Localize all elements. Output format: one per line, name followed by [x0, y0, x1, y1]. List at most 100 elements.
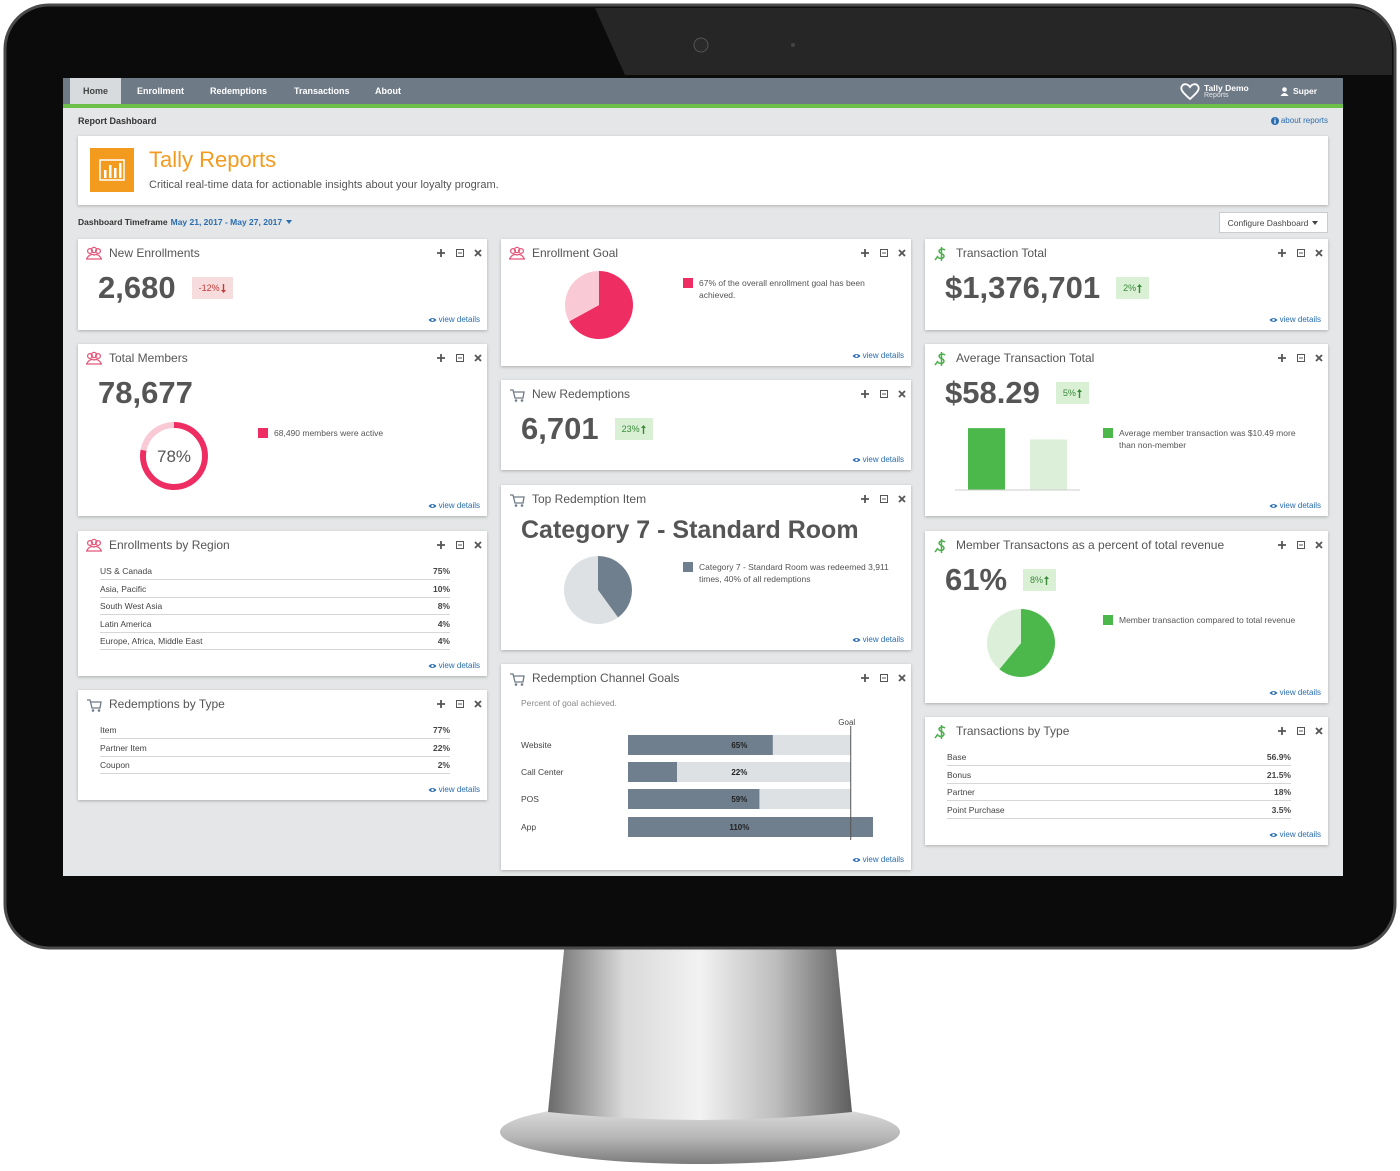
user-name[interactable]: Super — [1293, 86, 1318, 96]
nav-tab[interactable]: Redemptions — [210, 86, 268, 96]
card-collapse[interactable] — [880, 495, 888, 503]
header-title: Tally Reports — [149, 147, 277, 172]
card-plus[interactable] — [437, 700, 445, 708]
table-row: Item 77% — [100, 721, 450, 739]
arrow — [1137, 283, 1143, 293]
card-collapse[interactable] — [1297, 249, 1305, 257]
card-collapse[interactable] — [880, 674, 888, 682]
value-row: 6,701 23% — [521, 411, 653, 447]
brand-logo — [1180, 83, 1200, 101]
view-details-text[interactable]: view details — [438, 661, 480, 670]
card-collapse[interactable] — [1297, 354, 1305, 362]
view-details-text[interactable]: view details — [862, 635, 904, 644]
card-collapse[interactable] — [880, 390, 888, 398]
nav-tab[interactable]: About — [375, 86, 401, 96]
card-close[interactable] — [898, 390, 906, 398]
configure-button-text[interactable]: Configure Dashboard — [1227, 217, 1309, 228]
card-collapse[interactable] — [1297, 541, 1305, 549]
configure-button[interactable]: Configure Dashboard — [1219, 212, 1328, 233]
nav-tab[interactable]: Home — [70, 78, 122, 104]
card-close[interactable] — [898, 495, 906, 503]
card-collapse[interactable] — [456, 249, 464, 257]
card-plus[interactable] — [437, 541, 445, 549]
view-details[interactable]: view details — [852, 455, 904, 464]
view-details[interactable]: view details — [1269, 501, 1321, 510]
view-details-text[interactable]: view details — [862, 351, 904, 360]
view-details-text[interactable]: view details — [862, 855, 904, 864]
card-plus[interactable] — [437, 249, 445, 257]
help-link-text[interactable]: about reports — [1280, 116, 1328, 125]
view-details[interactable]: view details — [1269, 830, 1321, 839]
view-details[interactable]: view details — [852, 855, 904, 864]
card-close[interactable] — [474, 249, 482, 257]
card-title: New Redemptions — [532, 387, 631, 401]
header-subtitle: Critical real-time data for actionable i… — [149, 179, 499, 191]
view-details[interactable]: view details — [428, 661, 480, 670]
bar — [628, 762, 677, 782]
view-details[interactable]: view details — [852, 635, 904, 644]
card-close[interactable] — [474, 354, 482, 362]
arrow — [1044, 575, 1050, 585]
view-details-text[interactable]: view details — [1279, 315, 1321, 324]
card-close[interactable] — [1315, 727, 1323, 735]
card-collapse[interactable] — [456, 541, 464, 549]
card-title: Top Redemption Item — [532, 492, 647, 506]
view-details-text[interactable]: view details — [438, 315, 480, 324]
help-link[interactable]: about reports — [1270, 116, 1328, 125]
card-close[interactable] — [474, 541, 482, 549]
view-details-text[interactable]: view details — [1279, 830, 1321, 839]
icon-part — [456, 541, 464, 549]
card-plus[interactable] — [861, 674, 869, 682]
card-plus[interactable] — [1278, 249, 1286, 257]
card-title: Total Members — [109, 351, 188, 365]
card-close[interactable] — [898, 674, 906, 682]
table-value: 4% — [437, 636, 450, 646]
view-details[interactable]: view details — [852, 351, 904, 360]
view-details-text[interactable]: view details — [862, 455, 904, 464]
icon-part — [517, 247, 525, 255]
card-close[interactable] — [474, 700, 482, 708]
view-details[interactable]: view details — [428, 785, 480, 794]
card-close[interactable] — [1315, 541, 1323, 549]
table-value: 21.5% — [1266, 769, 1291, 780]
card-close[interactable] — [1315, 249, 1323, 257]
nav-tab[interactable]: Enrollment — [137, 86, 185, 96]
card-collapse[interactable] — [1297, 727, 1305, 735]
nav-tab[interactable]: Transactions — [294, 86, 350, 96]
card-plus[interactable] — [1278, 354, 1286, 362]
view-details[interactable]: view details — [1269, 315, 1321, 324]
card: Member Transactons as a percent of total… — [925, 531, 1328, 703]
eye-icon — [1269, 503, 1278, 508]
timeframe-range[interactable]: May 21, 2017 - May 27, 2017 — [170, 217, 283, 227]
card-close[interactable] — [898, 249, 906, 257]
card-collapse[interactable] — [456, 354, 464, 362]
arrow — [640, 424, 646, 434]
view-details[interactable]: view details — [428, 315, 480, 324]
view-details[interactable]: view details — [1269, 688, 1321, 697]
card-plus[interactable] — [1278, 727, 1286, 735]
card-plus[interactable] — [437, 354, 445, 362]
table-value: 77% — [432, 725, 450, 735]
view-details-text[interactable]: view details — [1279, 688, 1321, 697]
view-details-text[interactable]: view details — [438, 501, 480, 510]
icon-part — [1297, 727, 1305, 735]
eye-icon — [428, 503, 437, 508]
card-icon — [86, 538, 102, 552]
card: Transactions by Type Base 56.9% Bonus 21.5% P… — [925, 717, 1328, 845]
card-collapse[interactable] — [456, 700, 464, 708]
value: Category 7 - Standard Room — [521, 516, 859, 544]
card-plus[interactable] — [861, 249, 869, 257]
view-details-text[interactable]: view details — [1279, 501, 1321, 510]
card-collapse[interactable] — [880, 249, 888, 257]
card-plus[interactable] — [861, 495, 869, 503]
card-plus[interactable] — [861, 390, 869, 398]
value-row: Category 7 - Standard Room — [521, 516, 859, 545]
card-close[interactable] — [1315, 354, 1323, 362]
card-icon — [934, 725, 946, 739]
view-details-text[interactable]: view details — [438, 785, 480, 794]
goal-label: Goal — [838, 718, 855, 727]
view-details[interactable]: view details — [428, 501, 480, 510]
card-plus[interactable] — [1278, 541, 1286, 549]
eye-pupil — [1271, 691, 1275, 694]
pie-slice — [999, 609, 1055, 677]
